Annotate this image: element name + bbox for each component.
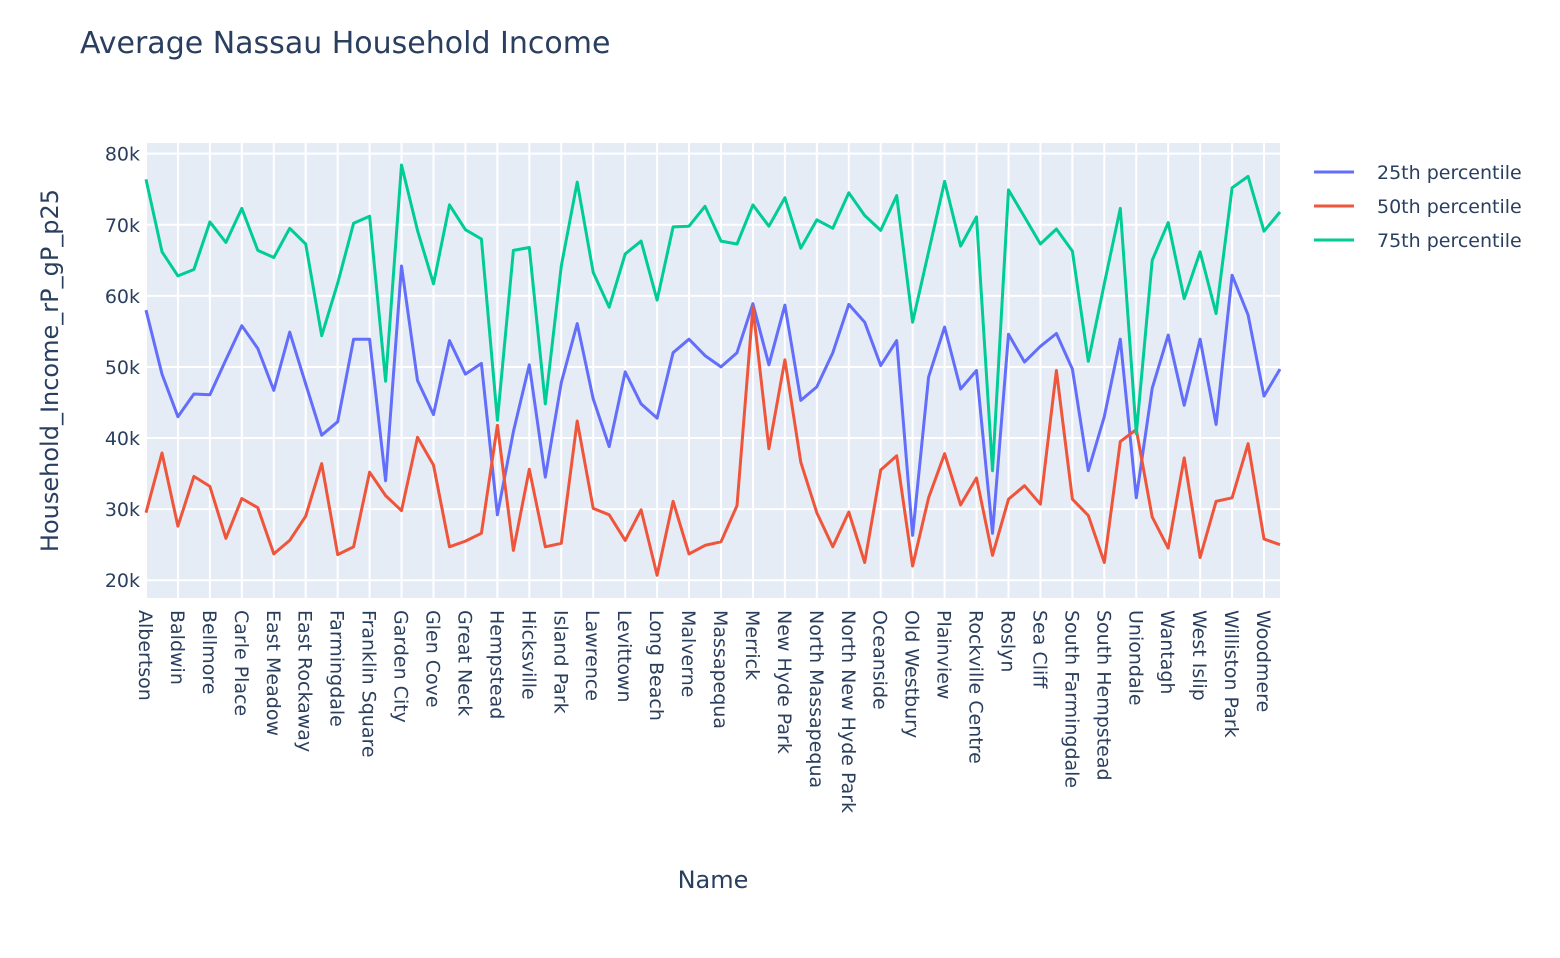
series-line-1[interactable] bbox=[144, 264, 1282, 537]
x-tick-label: Hempstead bbox=[485, 610, 507, 719]
x-tick-label: South Hempstead bbox=[1092, 610, 1114, 781]
x-tick-label: Massapequa bbox=[709, 610, 731, 729]
legend-label: 25th percentile bbox=[1377, 162, 1522, 184]
x-tick-label: Lawrence bbox=[581, 610, 603, 701]
x-tick-label: Long Beach bbox=[645, 610, 667, 721]
x-tick-label: Sea Cliff bbox=[1028, 610, 1050, 689]
y-tick-label: 30k bbox=[105, 499, 140, 521]
x-axis-title: Name bbox=[678, 866, 749, 894]
x-tick-label: Baldwin bbox=[166, 610, 188, 685]
x-tick-label: Farmingdale bbox=[326, 610, 348, 727]
x-tick-label: Roslyn bbox=[996, 610, 1018, 672]
x-tick-label: Great Neck bbox=[453, 610, 475, 716]
x-tick-label: Garden City bbox=[390, 610, 412, 723]
x-tick-label: Malverne bbox=[677, 610, 699, 697]
y-tick-label: 80k bbox=[105, 144, 140, 166]
x-tick-label: Albertson bbox=[134, 610, 156, 701]
legend-item-2[interactable]: 50th percentile bbox=[1314, 196, 1522, 218]
y-tick-label: 50k bbox=[105, 357, 140, 379]
x-tick-label: Glen Cove bbox=[421, 610, 443, 708]
legend-label: 50th percentile bbox=[1377, 196, 1522, 218]
legend-item-3[interactable]: 75th percentile bbox=[1314, 230, 1522, 252]
x-tick-label: Uniondale bbox=[1124, 610, 1146, 706]
series-layer bbox=[144, 163, 1282, 577]
x-axis-ticks: Albertson Baldwin Bellmore Carle Place East … bbox=[134, 610, 1274, 813]
legend-item-1[interactable]: 25th percentile bbox=[1314, 162, 1522, 184]
y-axis-title: Household_Income_rP_gP_p25 bbox=[36, 189, 64, 552]
x-tick-label: Hicksville bbox=[517, 610, 539, 700]
x-tick-label: South Farmingdale bbox=[1060, 610, 1082, 788]
chart-title: Average Nassau Household Income bbox=[80, 26, 610, 61]
y-tick-label: 20k bbox=[105, 570, 140, 592]
y-axis-ticks: 20k 30k 40k 50k 60k 70k 80k bbox=[105, 144, 140, 593]
x-tick-label: Wantagh bbox=[1156, 610, 1178, 694]
x-tick-label: Old Westbury bbox=[901, 610, 923, 738]
x-tick-label: Plainview bbox=[933, 610, 955, 699]
x-tick-label: Island Park bbox=[549, 610, 571, 714]
y-tick-label: 70k bbox=[105, 215, 140, 237]
series-line-3[interactable] bbox=[144, 163, 1282, 473]
x-tick-label: Levittown bbox=[613, 610, 635, 703]
x-tick-label: Rockville Centre bbox=[965, 610, 987, 764]
x-tick-label: West Islip bbox=[1188, 610, 1210, 701]
x-tick-label: East Meadow bbox=[262, 610, 284, 736]
legend-label: 75th percentile bbox=[1377, 230, 1522, 252]
y-tick-label: 60k bbox=[105, 286, 140, 308]
x-tick-label: Carle Place bbox=[230, 610, 252, 716]
series-line-2[interactable] bbox=[144, 305, 1281, 577]
x-tick-label: North Massapequa bbox=[805, 610, 827, 788]
x-tick-label: Bellmore bbox=[198, 610, 220, 695]
x-tick-label: Woodmere bbox=[1252, 610, 1274, 712]
x-tick-label: North New Hyde Park bbox=[837, 610, 859, 813]
x-tick-label: East Rockaway bbox=[294, 610, 316, 752]
x-tick-label: Williston Park bbox=[1220, 610, 1242, 738]
y-tick-label: 40k bbox=[105, 428, 140, 450]
x-tick-label: Franklin Square bbox=[358, 610, 380, 758]
legend[interactable]: 25th percentile 50th percentile 75th perce… bbox=[1314, 162, 1522, 252]
x-tick-label: Merrick bbox=[741, 610, 763, 680]
x-tick-label: New Hyde Park bbox=[773, 610, 795, 754]
x-tick-label: Oceanside bbox=[869, 610, 891, 710]
